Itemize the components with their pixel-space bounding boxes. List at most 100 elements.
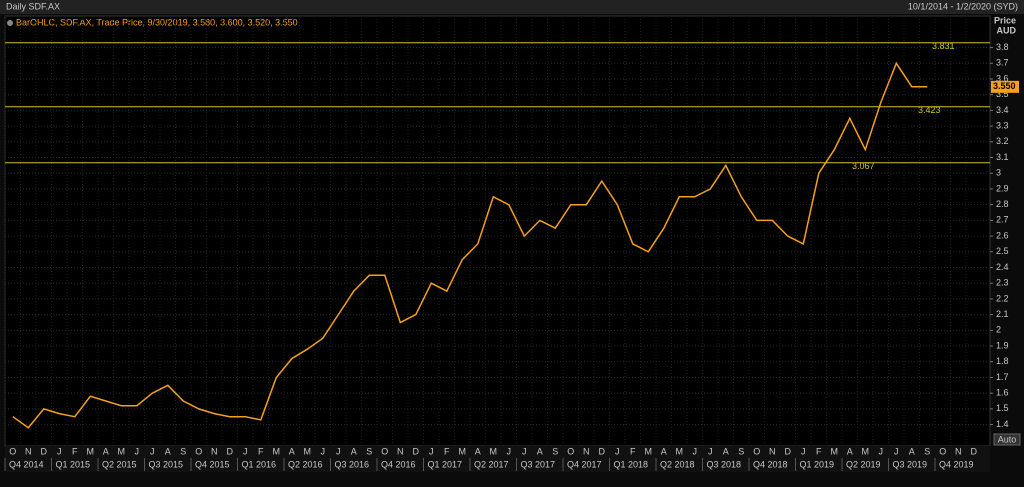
quarter-label: Q1 2017	[428, 459, 463, 469]
month-label: J	[894, 446, 899, 456]
y-tick-label: 2.4	[996, 262, 1009, 272]
month-label: J	[57, 446, 62, 456]
month-label: M	[304, 446, 312, 456]
month-label: M	[676, 446, 684, 456]
month-label: A	[723, 446, 729, 456]
y-tick-label: 2.1	[996, 309, 1009, 319]
month-label: J	[522, 446, 527, 456]
level-label: 3.831	[932, 41, 955, 51]
y-tick-label: 3.4	[996, 105, 1009, 115]
month-label: M	[273, 446, 281, 456]
quarter-label: Q3 2017	[521, 459, 556, 469]
x-axis-band	[5, 446, 990, 472]
plot-area	[4, 15, 991, 447]
month-label: D	[971, 446, 978, 456]
month-label: D	[785, 446, 792, 456]
y-tick-label: 2.2	[996, 293, 1009, 303]
y-tick-label: 2.6	[996, 230, 1009, 240]
y-tick-label: 3.7	[996, 58, 1009, 68]
quarter-label: Q3 2019	[893, 459, 928, 469]
y-tick-label: 3	[996, 168, 1001, 178]
month-label: O	[567, 446, 574, 456]
month-label: S	[366, 446, 372, 456]
quarter-label: Q3 2015	[149, 459, 184, 469]
last-price-label: 3.550	[993, 81, 1016, 91]
y-tick-label: 2.8	[996, 199, 1009, 209]
quarter-label: Q1 2019	[800, 459, 835, 469]
y-axis-title: Price	[994, 15, 1016, 25]
quarter-label: Q4 2016	[381, 459, 416, 469]
month-label: J	[135, 446, 140, 456]
month-label: O	[753, 446, 760, 456]
month-label: N	[25, 446, 32, 456]
month-label: A	[847, 446, 853, 456]
month-label: A	[103, 446, 109, 456]
quarter-label: Q4 2015	[195, 459, 230, 469]
month-label: A	[475, 446, 481, 456]
month-label: F	[72, 446, 78, 456]
quarter-label: Q4 2014	[9, 459, 44, 469]
month-label: J	[336, 446, 341, 456]
quarter-label: Q4 2019	[939, 459, 974, 469]
y-tick-label: 1.9	[996, 340, 1009, 350]
month-label: S	[924, 446, 930, 456]
auto-label[interactable]: Auto	[998, 434, 1017, 444]
legend-icon	[7, 20, 13, 26]
month-label: O	[9, 446, 16, 456]
month-label: N	[955, 446, 962, 456]
y-tick-label: 3.2	[996, 136, 1009, 146]
legend-text: BarOHLC, SDF.AX, Trade Price, 9/30/2019,…	[16, 17, 298, 27]
month-label: N	[583, 446, 590, 456]
month-label: D	[599, 446, 606, 456]
month-label: D	[413, 446, 420, 456]
quarter-label: Q2 2019	[846, 459, 881, 469]
quarter-label: Q2 2017	[474, 459, 509, 469]
y-tick-label: 3.3	[996, 120, 1009, 130]
y-tick-label: 2.7	[996, 215, 1009, 225]
month-label: O	[195, 446, 202, 456]
quarter-label: Q2 2016	[288, 459, 323, 469]
y-tick-label: 2	[996, 325, 1001, 335]
month-label: M	[831, 446, 839, 456]
auto-button[interactable]	[993, 433, 1021, 446]
quarter-label: Q2 2018	[660, 459, 695, 469]
month-label: J	[429, 446, 434, 456]
month-label: J	[693, 446, 698, 456]
date-range: 10/1/2014 - 1/2/2020 (SYD)	[908, 1, 1018, 11]
month-label: S	[180, 446, 186, 456]
price-line	[12, 61, 928, 429]
y-tick-label: 2.5	[996, 246, 1009, 256]
month-label: N	[769, 446, 776, 456]
y-tick-label: 3.5	[996, 89, 1009, 99]
month-label: F	[444, 446, 450, 456]
month-label: O	[939, 446, 946, 456]
month-label: S	[552, 446, 558, 456]
y-tick-label: 2.9	[996, 183, 1009, 193]
title-bar	[0, 0, 1024, 14]
y-tick-label: 1.4	[996, 419, 1009, 429]
month-label: J	[879, 446, 884, 456]
month-label: O	[381, 446, 388, 456]
last-price-tag	[991, 80, 1019, 93]
level-label: 3.423	[918, 105, 941, 115]
month-label: A	[661, 446, 667, 456]
month-label: A	[909, 446, 915, 456]
quarter-label: Q3 2016	[335, 459, 370, 469]
month-label: M	[862, 446, 870, 456]
quarter-label: Q1 2016	[242, 459, 277, 469]
y-tick-label: 2.3	[996, 278, 1009, 288]
chart-title: Daily SDF.AX	[6, 1, 60, 11]
y-tick-label: 1.7	[996, 372, 1009, 382]
level-label: 3.067	[852, 161, 875, 171]
quarter-label: Q3 2018	[707, 459, 742, 469]
y-tick-label: 1.6	[996, 388, 1009, 398]
quarter-label: Q1 2018	[614, 459, 649, 469]
month-label: A	[537, 446, 543, 456]
month-label: J	[801, 446, 806, 456]
quarter-label: Q4 2018	[753, 459, 788, 469]
month-label: N	[397, 446, 404, 456]
month-label: J	[507, 446, 512, 456]
month-label: M	[87, 446, 95, 456]
month-label: J	[150, 446, 155, 456]
